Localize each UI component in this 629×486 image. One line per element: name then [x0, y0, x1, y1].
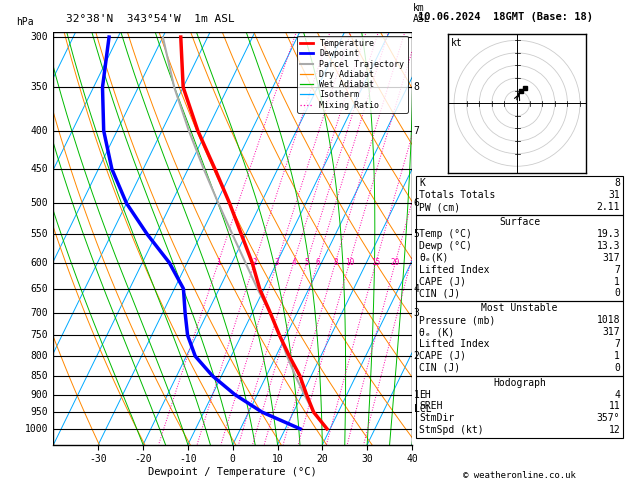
Text: 300: 300	[30, 32, 48, 42]
Text: Totals Totals: Totals Totals	[419, 190, 495, 200]
Text: 12: 12	[608, 425, 620, 435]
Text: 2: 2	[414, 351, 420, 361]
Text: EH: EH	[419, 389, 431, 399]
Text: 600: 600	[30, 258, 48, 268]
Text: LCL: LCL	[414, 404, 431, 414]
Text: 8: 8	[414, 82, 420, 92]
Text: 357°: 357°	[597, 413, 620, 423]
Text: 1: 1	[216, 258, 221, 267]
Text: 1000: 1000	[25, 424, 48, 434]
Text: Lifted Index: Lifted Index	[419, 339, 489, 349]
Text: 950: 950	[30, 407, 48, 417]
Legend: Temperature, Dewpoint, Parcel Trajectory, Dry Adiabat, Wet Adiabat, Isotherm, Mi: Temperature, Dewpoint, Parcel Trajectory…	[297, 36, 408, 113]
Text: CAPE (J): CAPE (J)	[419, 351, 466, 361]
Text: © weatheronline.co.uk: © weatheronline.co.uk	[463, 471, 576, 480]
Text: 7: 7	[615, 264, 620, 275]
Text: 400: 400	[30, 126, 48, 136]
Text: SREH: SREH	[419, 401, 442, 412]
Text: 4: 4	[414, 284, 420, 294]
Text: Temp (°C): Temp (°C)	[419, 229, 472, 239]
Text: Hodograph: Hodograph	[493, 378, 546, 388]
Text: StmDir: StmDir	[419, 413, 454, 423]
Text: θₑ (K): θₑ (K)	[419, 327, 454, 337]
Text: 650: 650	[30, 284, 48, 294]
Text: 31: 31	[608, 190, 620, 200]
Text: K: K	[419, 178, 425, 189]
Text: PW (cm): PW (cm)	[419, 202, 460, 212]
Text: 0: 0	[615, 288, 620, 298]
Text: 6: 6	[315, 258, 320, 267]
Text: 19.3: 19.3	[597, 229, 620, 239]
Text: CIN (J): CIN (J)	[419, 288, 460, 298]
Text: 1: 1	[615, 351, 620, 361]
Text: 8: 8	[615, 178, 620, 189]
X-axis label: Dewpoint / Temperature (°C): Dewpoint / Temperature (°C)	[148, 467, 317, 477]
Text: θₑ(K): θₑ(K)	[419, 253, 448, 263]
Text: 1: 1	[414, 390, 420, 399]
Text: 1: 1	[615, 277, 620, 287]
Text: 450: 450	[30, 164, 48, 174]
Text: 500: 500	[30, 198, 48, 208]
Text: 7: 7	[414, 126, 420, 136]
Text: 7: 7	[615, 339, 620, 349]
Text: 5: 5	[414, 229, 420, 239]
Text: Lifted Index: Lifted Index	[419, 264, 489, 275]
Text: 5: 5	[304, 258, 309, 267]
Text: 1018: 1018	[597, 315, 620, 325]
Text: 11: 11	[608, 401, 620, 412]
Text: 900: 900	[30, 390, 48, 399]
Text: 10: 10	[345, 258, 354, 267]
Text: 350: 350	[30, 82, 48, 92]
Text: CIN (J): CIN (J)	[419, 363, 460, 373]
Text: 20: 20	[391, 258, 400, 267]
Text: 750: 750	[30, 330, 48, 340]
Text: 4: 4	[615, 389, 620, 399]
Text: Pressure (mb): Pressure (mb)	[419, 315, 495, 325]
Text: 0: 0	[615, 363, 620, 373]
Text: km
ASL: km ASL	[413, 3, 431, 24]
Text: 3: 3	[275, 258, 279, 267]
Text: kt: kt	[450, 38, 462, 48]
Text: StmSpd (kt): StmSpd (kt)	[419, 425, 484, 435]
Text: Surface: Surface	[499, 217, 540, 227]
Text: 700: 700	[30, 308, 48, 318]
Text: hPa: hPa	[16, 17, 33, 27]
Text: 850: 850	[30, 371, 48, 381]
Text: 3: 3	[414, 308, 420, 318]
Text: CAPE (J): CAPE (J)	[419, 277, 466, 287]
Text: 550: 550	[30, 229, 48, 239]
Text: 6: 6	[414, 198, 420, 208]
Text: 2.11: 2.11	[597, 202, 620, 212]
Text: Dewp (°C): Dewp (°C)	[419, 241, 472, 251]
Text: 800: 800	[30, 351, 48, 361]
Text: 15: 15	[371, 258, 381, 267]
Text: 4: 4	[291, 258, 296, 267]
Text: 13.3: 13.3	[597, 241, 620, 251]
Text: 2: 2	[252, 258, 257, 267]
Text: 317: 317	[603, 327, 620, 337]
Text: 317: 317	[603, 253, 620, 263]
Text: 10.06.2024  18GMT (Base: 18): 10.06.2024 18GMT (Base: 18)	[418, 12, 593, 22]
Text: 32°38'N  343°54'W  1m ASL: 32°38'N 343°54'W 1m ASL	[66, 14, 235, 24]
Text: 8: 8	[333, 258, 338, 267]
Text: Most Unstable: Most Unstable	[481, 303, 558, 313]
